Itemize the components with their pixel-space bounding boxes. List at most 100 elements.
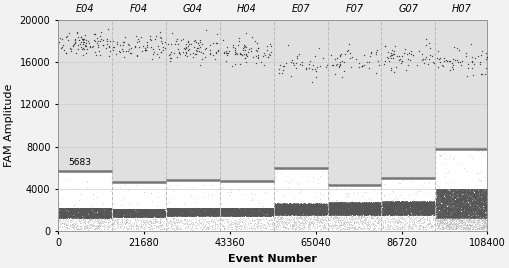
Point [333,207,342,211]
Point [441,187,449,191]
Point [414,206,422,210]
Point [199,211,207,215]
Point [227,210,235,214]
Point [270,211,278,215]
Point [175,226,183,231]
Point [441,197,449,201]
Point [478,195,486,199]
Point [214,206,222,210]
Point [380,199,388,204]
Point [351,205,359,209]
Point [473,221,481,225]
Point [358,206,366,210]
Point [154,224,162,228]
Point [153,210,161,214]
Point [219,212,227,217]
Point [324,208,332,212]
Point [445,203,453,207]
Point [478,216,486,220]
Point [415,210,423,215]
Point [439,202,447,206]
Point [444,227,452,231]
Point [243,213,251,217]
Point [370,205,378,209]
Point [261,209,269,213]
Point [382,209,390,214]
Point [62,216,70,220]
Point [275,204,284,209]
Point [100,207,108,211]
Point [139,207,147,212]
Point [94,210,102,214]
Point [238,207,246,211]
Point [473,200,482,205]
Point [419,201,427,205]
Point [466,224,474,228]
Point [292,204,300,208]
Point [402,209,410,213]
Point [355,204,363,209]
Point [166,41,175,46]
Point [435,217,443,221]
Point [477,210,486,214]
Point [471,202,479,206]
Point [448,192,457,197]
Point [254,206,263,211]
Point [320,216,328,220]
Point [121,209,129,214]
Point [435,222,443,226]
Point [261,207,269,211]
Point [377,202,385,206]
Point [378,211,386,215]
Point [277,210,286,215]
Point [312,212,320,216]
Point [259,208,267,213]
Point [65,215,73,219]
Point [203,206,211,210]
Point [300,217,308,221]
Point [324,202,332,207]
Point [427,210,435,214]
Point [418,201,427,206]
Point [139,226,148,231]
Point [67,208,75,212]
Point [178,211,186,216]
Point [202,206,210,210]
Point [427,207,435,211]
Point [72,225,80,229]
Point [357,209,365,213]
Point [390,208,399,212]
Point [468,204,476,208]
Point [92,209,100,214]
Point [152,211,160,215]
Point [99,214,107,219]
Point [435,214,443,219]
Point [340,200,348,204]
Point [77,214,85,218]
Point [462,203,470,207]
Point [387,206,395,210]
Point [304,210,313,215]
Point [425,200,433,204]
Point [447,198,456,202]
Point [171,212,179,216]
Point [469,193,477,198]
Point [129,209,137,213]
Point [402,203,410,208]
Point [192,46,201,50]
Point [344,212,352,216]
Point [212,206,220,210]
Point [311,202,319,206]
Point [146,207,154,211]
Point [208,209,216,213]
Point [267,209,275,213]
Point [476,213,485,217]
Point [241,207,249,212]
Point [342,211,350,215]
Point [359,219,367,223]
Point [390,206,398,210]
Point [315,205,323,209]
Point [313,208,321,213]
Point [404,205,412,210]
Point [375,212,383,216]
